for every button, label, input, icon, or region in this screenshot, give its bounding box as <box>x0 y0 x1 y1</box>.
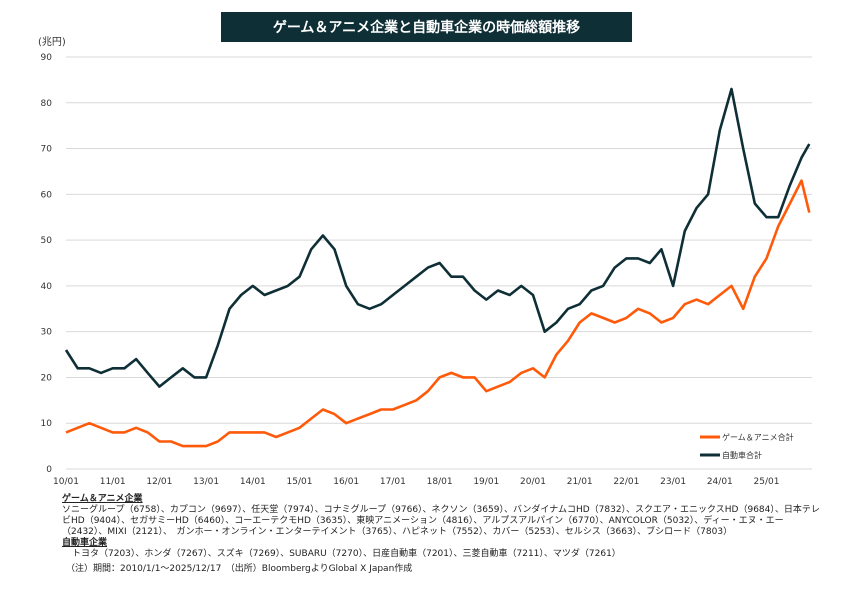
x-tick-label: 10/01 <box>53 477 79 487</box>
game-companies-header: ゲーム＆アニメ企業 <box>62 494 143 504</box>
series-line-game-anime <box>65 179 811 448</box>
series-line-auto <box>64 87 811 388</box>
y-tick-label: 70 <box>41 145 53 155</box>
y-tick-label: 20 <box>41 373 53 383</box>
footnotes: ゲーム＆アニメ企業 ソニーグループ（6758）、カプコン（9697）、任天堂（7… <box>62 494 822 575</box>
x-tick-label: 25/01 <box>754 477 780 487</box>
chart-title: ゲーム＆アニメ企業と自動車企業の時価総額推移 <box>221 12 632 42</box>
y-tick-label: 90 <box>41 53 53 63</box>
y-tick-label: 0 <box>46 465 52 475</box>
x-tick-label: 18/01 <box>427 477 453 487</box>
y-tick-label: 30 <box>41 328 53 338</box>
legend-label: 自動車合計 <box>722 450 762 460</box>
line-chart: 0 10 20 30 40 50 60 70 80 90 10/01 11/01 12/01 13/01 1… <box>41 53 812 487</box>
game-companies-list: ソニーグループ（6758）、カプコン（9697）、任天堂（7974）、コナミグル… <box>62 505 820 537</box>
x-tick-label: 11/01 <box>100 477 126 487</box>
legend-label: ゲーム＆アニメ合計 <box>722 432 794 442</box>
auto-companies-list: トヨタ（7203）、ホンダ（7267）、スズキ（7269）、SUBARU（727… <box>72 549 621 559</box>
x-tick-label: 17/01 <box>380 477 406 487</box>
x-tick-label: 14/01 <box>240 477 266 487</box>
x-tick-label: 16/01 <box>333 477 359 487</box>
auto-companies-header: 自動車企業 <box>62 538 108 548</box>
source-note: （注）期間：2010/1/1～2025/12/17 （出所）Bloombergよ… <box>66 564 413 574</box>
x-tick-label: 20/01 <box>520 477 546 487</box>
x-tick-label: 23/01 <box>660 477 686 487</box>
y-tick-label: 40 <box>41 282 53 292</box>
y-tick-label: 80 <box>41 99 53 109</box>
y-tick-label: 60 <box>41 190 53 200</box>
y-tick-label: 10 <box>41 419 53 429</box>
x-tick-label: 24/01 <box>707 477 733 487</box>
x-tick-label: 19/01 <box>473 477 499 487</box>
y-tick-label: 50 <box>41 236 53 246</box>
x-tick-label: 13/01 <box>193 477 219 487</box>
y-axis-unit: (兆円) <box>38 37 66 48</box>
x-tick-label: 21/01 <box>567 477 593 487</box>
x-tick-label: 15/01 <box>287 477 313 487</box>
x-tick-label: 22/01 <box>613 477 639 487</box>
x-tick-label: 12/01 <box>146 477 172 487</box>
